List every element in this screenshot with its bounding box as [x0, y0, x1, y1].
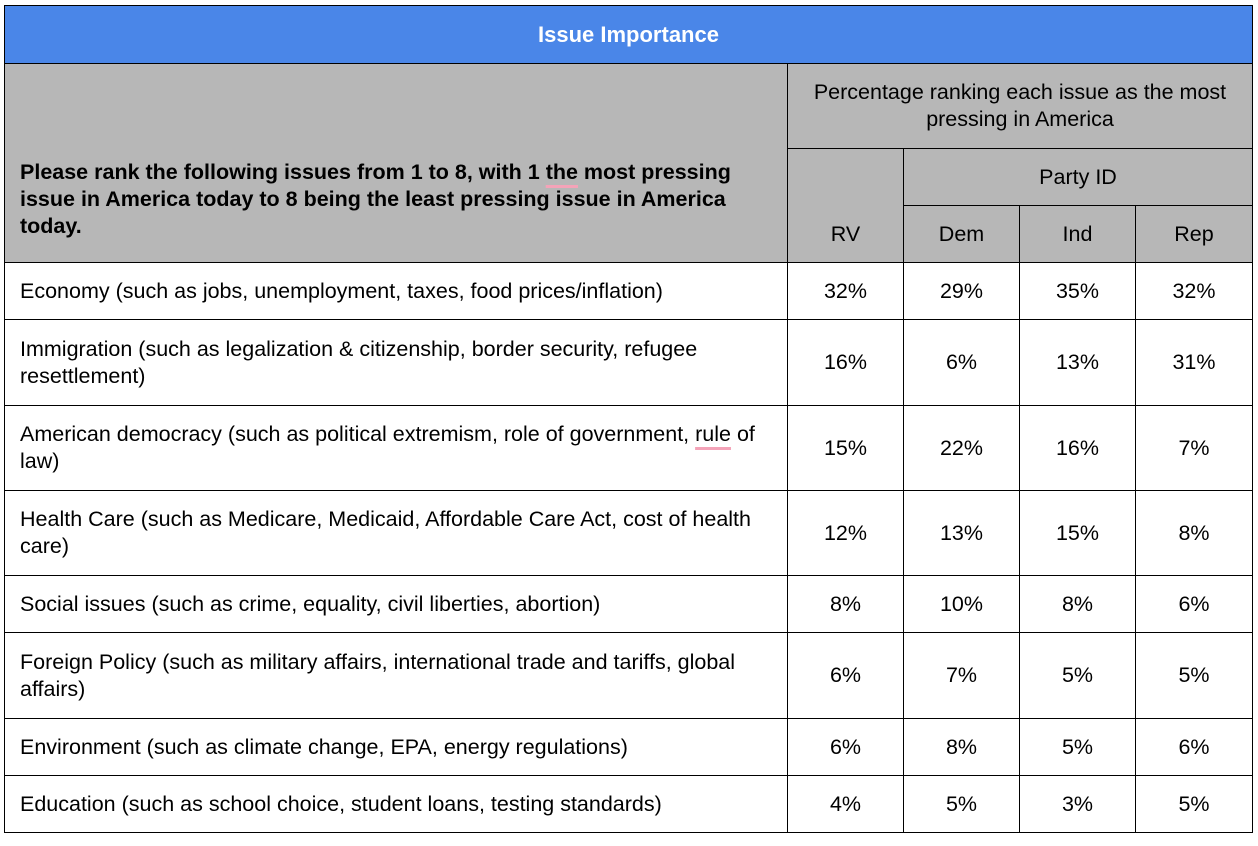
- table-row: Education (such as school choice, studen…: [4, 775, 1253, 833]
- ind-value: 3%: [1019, 775, 1136, 833]
- rv-value: 4%: [787, 775, 904, 833]
- rv-value: 32%: [787, 262, 904, 320]
- dem-value: 8%: [903, 718, 1020, 776]
- rep-value: 5%: [1135, 632, 1253, 719]
- issue-text-3: of law): [20, 422, 755, 473]
- question-text-3: most pressing issue in America today to …: [20, 160, 731, 238]
- rv-value: 8%: [787, 575, 904, 633]
- rv-header: RV: [787, 148, 904, 263]
- ind-value: 8%: [1019, 575, 1136, 633]
- table-row: Health Care (such as Medicare, Medicaid,…: [4, 490, 1253, 576]
- issue-label: Economy (such as jobs, unemployment, tax…: [4, 262, 788, 320]
- percentage-header: Percentage ranking each issue as the mos…: [787, 63, 1253, 149]
- issue-label: Immigration (such as legalization & citi…: [4, 319, 788, 406]
- issue-label: Social issues (such as crime, equality, …: [4, 575, 788, 633]
- question-cell: Please rank the following issues from 1 …: [4, 63, 788, 263]
- ind-value: 5%: [1019, 632, 1136, 719]
- question-text-2: the: [545, 160, 578, 184]
- table-row: Environment (such as climate change, EPA…: [4, 718, 1253, 776]
- table-row: Economy (such as jobs, unemployment, tax…: [4, 262, 1253, 320]
- issue-text-1: American democracy (such as political ex…: [20, 422, 696, 446]
- table-row: Foreign Policy (such as military affairs…: [4, 632, 1253, 719]
- issue-label: Health Care (such as Medicare, Medicaid,…: [4, 490, 788, 576]
- ind-value: 16%: [1019, 405, 1136, 491]
- rep-value: 5%: [1135, 775, 1253, 833]
- ind-value: 13%: [1019, 319, 1136, 406]
- rv-value: 15%: [787, 405, 904, 491]
- issue-label: Foreign Policy (such as military affairs…: [4, 632, 788, 719]
- issue-importance-table: Issue Importance Please rank the followi…: [4, 5, 1253, 833]
- rv-value: 6%: [787, 718, 904, 776]
- question-text-1: Please rank the following issues from 1 …: [20, 160, 546, 184]
- issue-label: Environment (such as climate change, EPA…: [4, 718, 788, 776]
- dem-header: Dem: [903, 205, 1020, 263]
- rep-value: 31%: [1135, 319, 1253, 406]
- table-row: Immigration (such as legalization & citi…: [4, 319, 1253, 406]
- ind-value: 35%: [1019, 262, 1136, 320]
- rv-value: 12%: [787, 490, 904, 576]
- rep-value: 32%: [1135, 262, 1253, 320]
- ind-value: 15%: [1019, 490, 1136, 576]
- rep-header: Rep: [1135, 205, 1253, 263]
- header-row-3: Dem Ind Rep: [5, 205, 1253, 263]
- table-title: Issue Importance: [4, 5, 1253, 64]
- header-row-1: Please rank the following issues from 1 …: [4, 63, 1253, 263]
- ind-header: Ind: [1019, 205, 1136, 263]
- issue-label: American democracy (such as political ex…: [4, 405, 788, 491]
- dem-value: 10%: [903, 575, 1020, 633]
- rep-value: 8%: [1135, 490, 1253, 576]
- dem-value: 22%: [903, 405, 1020, 491]
- rep-value: 7%: [1135, 405, 1253, 491]
- table-row: American democracy (such as political ex…: [4, 405, 1253, 491]
- issue-label: Education (such as school choice, studen…: [4, 775, 788, 833]
- dem-value: 5%: [903, 775, 1020, 833]
- rv-value: 16%: [787, 319, 904, 406]
- rep-value: 6%: [1135, 575, 1253, 633]
- party-id-header: Party ID: [903, 148, 1253, 206]
- ind-value: 5%: [1019, 718, 1136, 776]
- dem-value: 6%: [903, 319, 1020, 406]
- rep-value: 6%: [1135, 718, 1253, 776]
- table-row: Social issues (such as crime, equality, …: [4, 575, 1253, 633]
- dem-value: 29%: [903, 262, 1020, 320]
- title-row: Issue Importance: [4, 5, 1253, 64]
- rv-value: 6%: [787, 632, 904, 719]
- dem-value: 7%: [903, 632, 1020, 719]
- dem-value: 13%: [903, 490, 1020, 576]
- issue-text-2: rule: [695, 422, 731, 446]
